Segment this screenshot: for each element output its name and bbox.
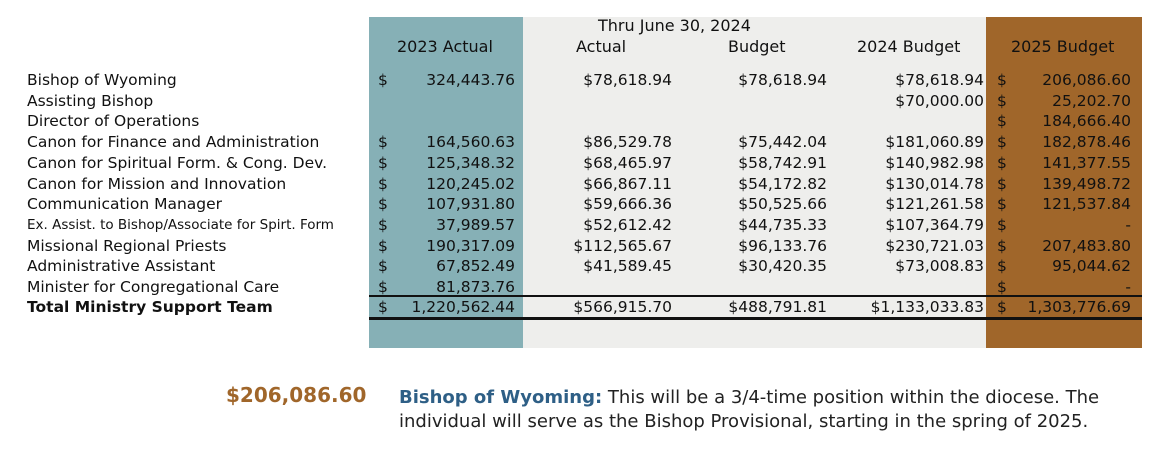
- row-actual-value: $78,618.94: [583, 71, 672, 89]
- row-b2025-dollar: $: [997, 92, 1007, 110]
- row-budget-value: $78,618.94: [738, 71, 827, 89]
- row-b2025-dollar: $: [997, 257, 1007, 275]
- row-b2024-value: $78,618.94: [895, 71, 984, 89]
- row-budget-value: $58,742.91: [738, 154, 827, 172]
- row-a2023-value: 67,852.49: [436, 257, 515, 275]
- row-budget-value: $96,133.76: [738, 237, 827, 255]
- row-actual-value: $112,565.67: [573, 237, 672, 255]
- row-b2025-value: 206,086.60: [1042, 71, 1131, 89]
- row-a2023-value: 81,873.76: [436, 278, 515, 296]
- row-b2025-dollar: $: [997, 216, 1007, 234]
- total-b2025-value: 1,303,776.69: [1027, 298, 1131, 316]
- row-a2023-dollar: $: [378, 257, 388, 275]
- note-body: This will be a 3/4-time position within …: [399, 387, 1100, 432]
- row-b2025-value: 207,483.80: [1042, 237, 1131, 255]
- row-a2023-value: 190,317.09: [426, 237, 515, 255]
- header-budget: Budget: [728, 37, 786, 56]
- header-2024-budget: 2024 Budget: [857, 37, 961, 56]
- row-actual-value: $52,612.42: [583, 216, 672, 234]
- row-b2025-value: 95,044.62: [1052, 257, 1131, 275]
- row-b2025-value: 25,202.70: [1052, 92, 1131, 110]
- row-label: Minister for Congregational Care: [27, 278, 280, 296]
- row-b2025-value: 182,878.46: [1042, 133, 1131, 151]
- note-amount: $206,086.60: [226, 383, 367, 407]
- total-actual-value: $566,915.70: [573, 298, 672, 316]
- row-b2024-value: $130,014.78: [885, 175, 984, 193]
- row-budget-value: $50,525.66: [738, 195, 827, 213]
- row-a2023-value: 324,443.76: [426, 71, 515, 89]
- total-a2023-dollar: $: [378, 298, 388, 316]
- row-a2023-dollar: $: [378, 237, 388, 255]
- row-a2023-dollar: $: [378, 278, 388, 296]
- total-budget-value: $488,791.81: [728, 298, 827, 316]
- header-2025-budget: 2025 Budget: [1011, 37, 1115, 56]
- note-paragraph: Bishop of Wyoming: This will be a 3/4-ti…: [399, 386, 1139, 434]
- row-b2025-value: 141,377.55: [1042, 154, 1131, 172]
- row-b2025-dollar: $: [997, 278, 1007, 296]
- row-actual-value: $86,529.78: [583, 133, 672, 151]
- row-a2023-dollar: $: [378, 216, 388, 234]
- row-b2025-dollar: $: [997, 237, 1007, 255]
- row-a2023-dollar: $: [378, 195, 388, 213]
- row-label: Communication Manager: [27, 195, 223, 213]
- row-a2023-value: 37,989.57: [436, 216, 515, 234]
- column-2023-background: [369, 17, 523, 348]
- row-budget-value: $44,735.33: [738, 216, 827, 234]
- row-label: Ex. Assist. to Bishop/Associate for Spir…: [27, 217, 334, 233]
- row-a2023-dollar: $: [378, 71, 388, 89]
- column-2024-background: [523, 17, 986, 348]
- row-b2025-dollar: $: [997, 71, 1007, 89]
- row-a2023-dollar: $: [378, 175, 388, 193]
- header-thru: Thru June 30, 2024: [598, 16, 751, 35]
- row-a2023-value: 107,931.80: [426, 195, 515, 213]
- row-label: Director of Operations: [27, 112, 200, 130]
- row-a2023-value: 164,560.63: [426, 133, 515, 151]
- row-a2023-value: 120,245.02: [426, 175, 515, 193]
- row-a2023-dollar: $: [378, 133, 388, 151]
- column-2025-background: [986, 17, 1142, 348]
- row-budget-value: $54,172.82: [738, 175, 827, 193]
- total-b2024-value: $1,133,033.83: [870, 298, 984, 316]
- row-b2025-value: -: [1125, 216, 1131, 234]
- row-b2024-value: $230,721.03: [885, 237, 984, 255]
- row-b2024-value: $181,060.89: [885, 133, 984, 151]
- row-b2024-value: $73,008.83: [895, 257, 984, 275]
- row-label: Missional Regional Priests: [27, 237, 227, 255]
- row-b2024-value: $107,364.79: [885, 216, 984, 234]
- row-label: Assisting Bishop: [27, 92, 154, 110]
- total-b2025-dollar: $: [997, 298, 1007, 316]
- header-2023-actual: 2023 Actual: [397, 37, 493, 56]
- row-label: Canon for Spiritual Form. & Cong. Dev.: [27, 154, 328, 172]
- row-b2025-value: 139,498.72: [1042, 175, 1131, 193]
- row-label: Bishop of Wyoming: [27, 71, 177, 89]
- row-actual-value: $66,867.11: [583, 175, 672, 193]
- row-b2025-dollar: $: [997, 195, 1007, 213]
- row-b2025-value: -: [1125, 278, 1131, 296]
- row-b2025-dollar: $: [997, 133, 1007, 151]
- row-b2025-value: 184,666.40: [1042, 112, 1131, 130]
- row-actual-value: $59,666.36: [583, 195, 672, 213]
- row-b2025-dollar: $: [997, 154, 1007, 172]
- total-top-rule: [369, 295, 1142, 297]
- total-a2023-value: 1,220,562.44: [411, 298, 515, 316]
- total-label: Total Ministry Support Team: [27, 298, 273, 316]
- row-b2025-value: 121,537.84: [1042, 195, 1131, 213]
- row-actual-value: $68,465.97: [583, 154, 672, 172]
- row-budget-value: $30,420.35: [738, 257, 827, 275]
- row-label: Canon for Finance and Administration: [27, 133, 320, 151]
- row-b2025-dollar: $: [997, 175, 1007, 193]
- row-b2024-value: $70,000.00: [895, 92, 984, 110]
- row-a2023-value: 125,348.32: [426, 154, 515, 172]
- row-b2025-dollar: $: [997, 112, 1007, 130]
- row-budget-value: $75,442.04: [738, 133, 827, 151]
- row-b2024-value: $140,982.98: [885, 154, 984, 172]
- note-title: Bishop of Wyoming:: [399, 387, 603, 408]
- row-actual-value: $41,589.45: [583, 257, 672, 275]
- total-bottom-rule: [369, 317, 1142, 320]
- row-label: Administrative Assistant: [27, 257, 216, 275]
- row-b2024-value: $121,261.58: [885, 195, 984, 213]
- header-actual: Actual: [576, 37, 627, 56]
- row-a2023-dollar: $: [378, 154, 388, 172]
- row-label: Canon for Mission and Innovation: [27, 175, 287, 193]
